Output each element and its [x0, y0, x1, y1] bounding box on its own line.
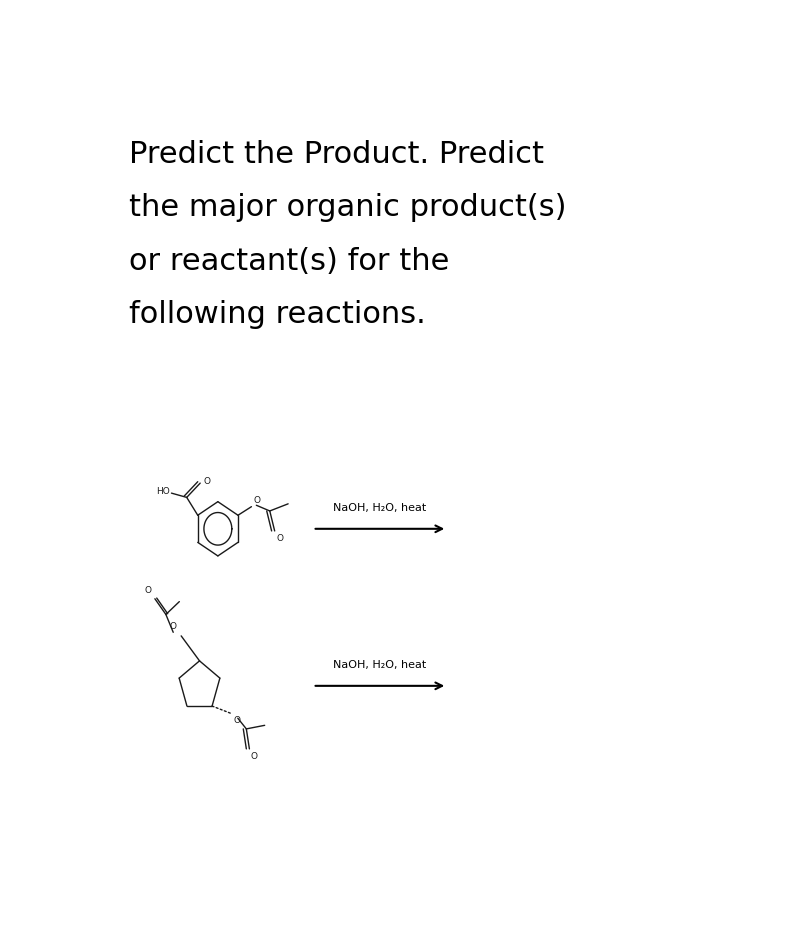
- Text: O: O: [276, 534, 283, 543]
- Text: the major organic product(s): the major organic product(s): [129, 194, 567, 222]
- Text: O: O: [234, 716, 241, 725]
- Text: O: O: [251, 752, 258, 761]
- Text: O: O: [145, 586, 151, 595]
- Text: or reactant(s) for the: or reactant(s) for the: [129, 247, 450, 276]
- Text: HO: HO: [156, 488, 170, 496]
- Text: O: O: [170, 622, 177, 631]
- Text: following reactions.: following reactions.: [129, 300, 426, 329]
- Text: O: O: [253, 496, 260, 504]
- Text: O: O: [204, 477, 210, 486]
- Text: NaOH, H₂O, heat: NaOH, H₂O, heat: [333, 660, 427, 670]
- Text: Predict the Product. Predict: Predict the Product. Predict: [129, 140, 544, 169]
- Text: NaOH, H₂O, heat: NaOH, H₂O, heat: [333, 503, 427, 514]
